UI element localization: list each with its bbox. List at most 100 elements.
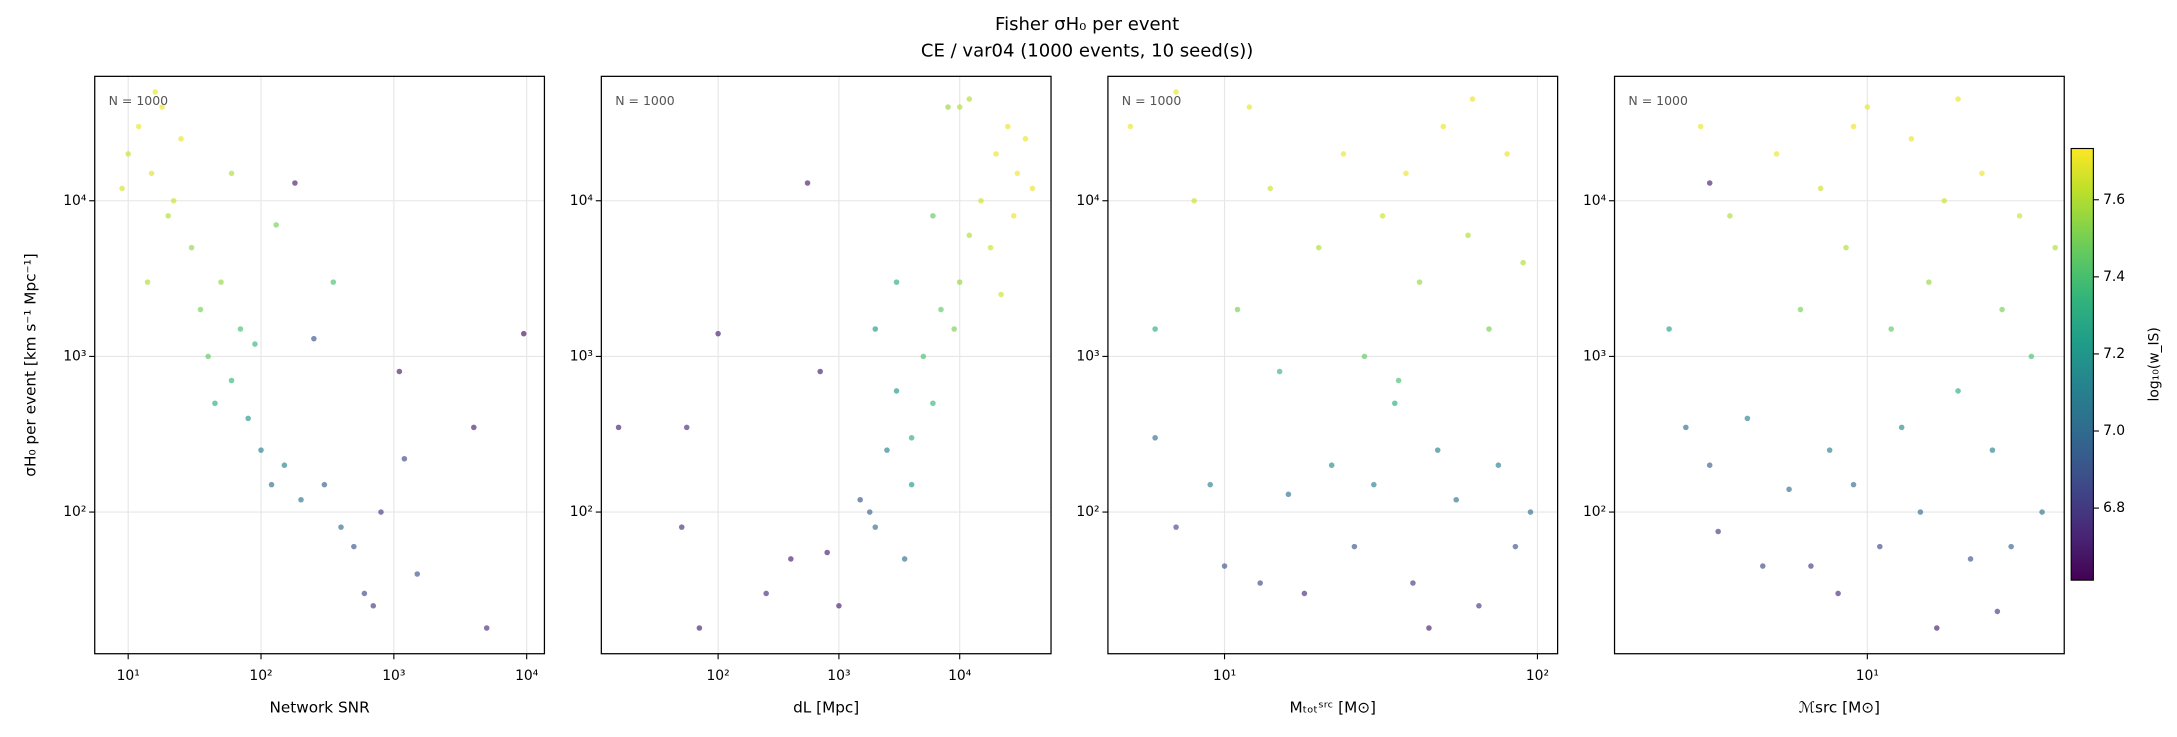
point: [998, 291, 1004, 298]
point: [188, 244, 195, 251]
point: [1191, 197, 1197, 204]
x-tick-label: 10¹: [1856, 668, 1879, 684]
point: [1877, 543, 1883, 550]
point: [1014, 170, 1021, 177]
point: [2008, 543, 2014, 550]
point: [144, 279, 151, 285]
x-tick-label: 10²: [706, 668, 729, 684]
point: [866, 509, 873, 515]
point: [1301, 590, 1308, 597]
point: [1817, 185, 1824, 192]
colorbar-label: log₁₀(w_IS): [2146, 327, 2162, 401]
point: [1934, 625, 1940, 631]
y-tick-label: 10⁴: [1583, 193, 1607, 209]
point: [1941, 197, 1948, 204]
point: [1786, 486, 1792, 493]
y-tick-label: 10⁴: [570, 193, 594, 209]
point: [1152, 326, 1158, 332]
annotation: N = 1000: [109, 93, 169, 108]
x-tick-label: 10⁴: [515, 668, 539, 684]
point: [471, 424, 477, 431]
point: [1760, 563, 1766, 569]
point: [978, 197, 984, 204]
point: [615, 424, 622, 431]
point: [2052, 244, 2058, 251]
point: [1495, 462, 1502, 468]
point: [857, 496, 863, 503]
annotation: N = 1000: [1628, 93, 1688, 108]
point: [1797, 306, 1804, 313]
point: [483, 625, 490, 631]
point: [1864, 104, 1871, 110]
point: [872, 524, 879, 530]
point: [1955, 96, 1961, 102]
point: [520, 330, 527, 337]
point: [1926, 279, 1932, 285]
x-tick-label: 10²: [249, 668, 272, 684]
point: [1706, 462, 1713, 468]
point: [1371, 481, 1377, 488]
point: [920, 353, 927, 360]
point: [788, 556, 794, 562]
point: [1727, 213, 1733, 219]
point: [1898, 424, 1905, 431]
point: [205, 353, 211, 360]
point: [1808, 563, 1814, 569]
point: [338, 524, 344, 530]
point: [678, 524, 685, 530]
point: [1826, 447, 1833, 453]
point: [1207, 481, 1213, 488]
point: [1361, 353, 1368, 360]
point: [396, 368, 403, 375]
point: [148, 170, 155, 177]
point: [1257, 580, 1263, 586]
point: [893, 388, 900, 394]
point: [1850, 123, 1857, 130]
plot-frame: [600, 75, 1052, 655]
point: [1979, 170, 1985, 177]
point: [119, 185, 125, 192]
y-tick-label: 10⁴: [1076, 193, 1100, 209]
y-tick-label: 10³: [63, 348, 86, 364]
point: [2039, 509, 2045, 515]
point: [884, 447, 890, 453]
point: [945, 104, 951, 110]
point: [1285, 491, 1292, 498]
point: [1005, 123, 1011, 130]
point: [125, 151, 131, 157]
point: [987, 244, 994, 251]
point: [1908, 136, 1915, 142]
point: [311, 335, 317, 342]
point: [2016, 213, 2023, 219]
point: [1486, 326, 1492, 332]
point: [1835, 590, 1841, 597]
figure-title: Fisher σH₀ per event: [995, 14, 1179, 35]
point: [956, 104, 963, 110]
point: [1234, 306, 1241, 313]
point: [414, 571, 421, 577]
point: [1029, 185, 1036, 192]
point: [1276, 368, 1283, 375]
point: [292, 180, 298, 186]
plot-frame: [94, 75, 546, 655]
y-tick-label: 10³: [1076, 348, 1099, 364]
point: [1173, 524, 1179, 530]
point: [1403, 170, 1409, 177]
point: [1440, 123, 1447, 130]
point: [872, 326, 879, 332]
colorbar-tick-label: 7.4: [2103, 269, 2125, 285]
point: [170, 197, 177, 204]
point: [1328, 462, 1335, 468]
x-axis-label: dL [Mpc]: [793, 698, 859, 716]
point: [1152, 435, 1158, 441]
point: [1715, 528, 1721, 535]
y-tick-label: 10³: [1583, 348, 1606, 364]
y-tick-label: 10²: [63, 504, 86, 520]
point: [197, 306, 204, 313]
point: [696, 625, 703, 631]
annotation: N = 1000: [1122, 93, 1182, 108]
point: [1888, 326, 1894, 332]
point: [836, 603, 842, 609]
point: [237, 326, 244, 332]
